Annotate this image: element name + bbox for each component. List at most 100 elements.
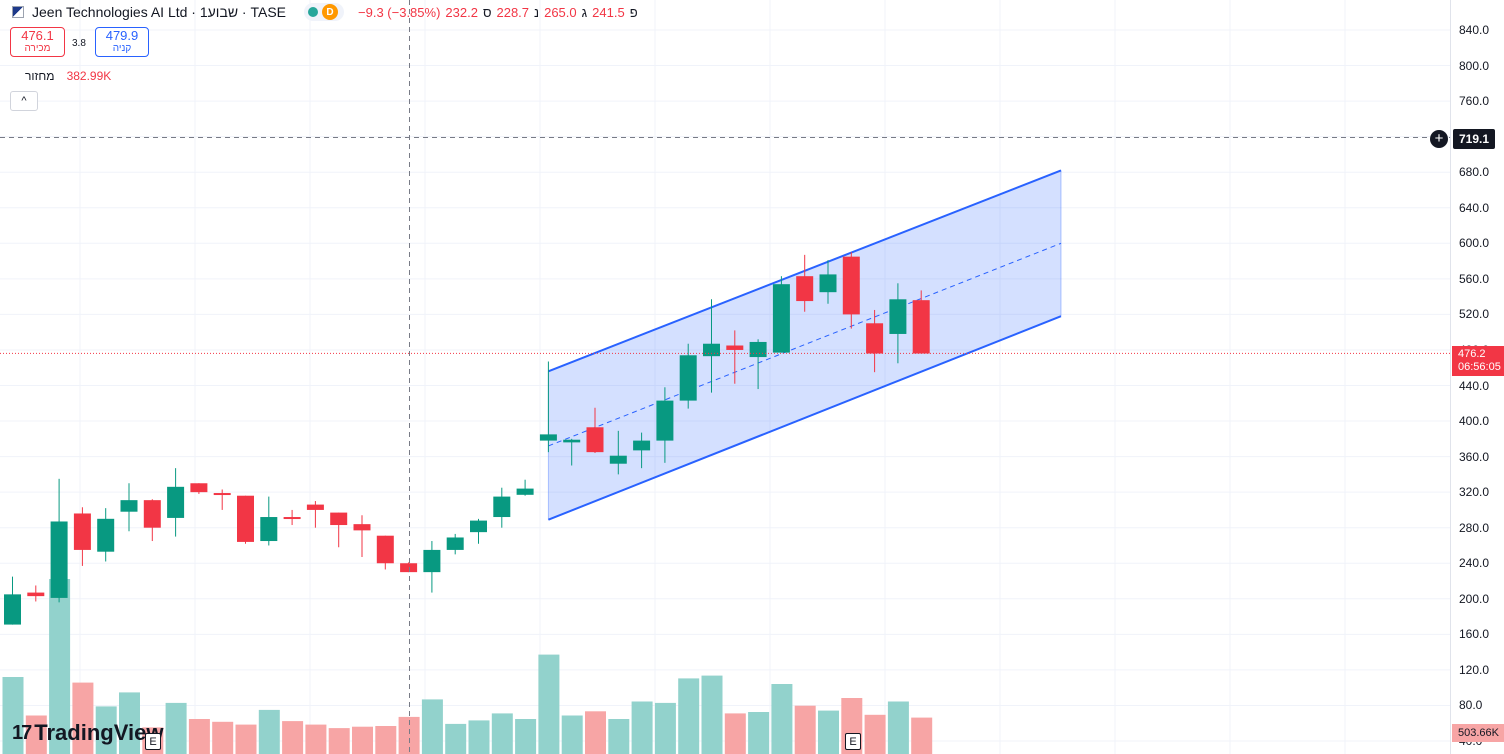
volume-bar [235,724,257,754]
candle-body [609,455,627,464]
earnings-event-badge[interactable]: E [845,733,861,750]
low-key: נ [534,4,540,20]
candle-body [446,537,464,550]
candle-body [703,343,720,357]
buy-label: קניה [112,43,132,54]
candle-body [493,496,511,518]
crosshair-price-tag: 719.1 [1453,129,1495,149]
candle-body [237,495,254,542]
price-axis-tick-label: 760.0 [1459,94,1490,109]
volume-bar [887,701,909,754]
channel-lower-line [548,315,1062,521]
channel-fill [548,170,1061,520]
price-axis-tick-label: 560.0 [1459,271,1490,286]
price-axis-tick-label: 800.0 [1459,58,1490,73]
candle-body [4,594,21,625]
add-alert-plus-icon[interactable]: + [1430,130,1448,148]
candle-body [376,535,394,564]
volume-bar [585,711,606,754]
volume-bar [794,705,816,754]
volume-bar [724,713,746,754]
symbol-legend: Jeen Technologies AI Ltd · 1שבוע · TASE … [12,2,638,22]
high-key: ג [581,4,588,20]
volume-price-tag: 503.66K [1452,724,1504,742]
exchange-flag-icon [12,6,24,18]
volume-bar [818,710,839,754]
price-axis-tick-label: 600.0 [1459,236,1490,251]
tradingview-logo[interactable]: 17 TradingView [12,720,163,746]
open-value: 241.5 [592,4,625,20]
collapse-legend-button[interactable]: ^ [10,91,38,111]
sell-price: 476.1 [21,28,54,43]
volume-bar [95,706,117,754]
candle-body [516,488,534,495]
candle-body [330,512,348,526]
price-axis-tick-label: 80.0 [1459,698,1483,713]
candle-body [563,439,581,443]
candle-body [866,323,884,354]
candle-body [586,427,604,453]
candle-body [167,486,185,518]
candle-body [143,500,161,528]
candle-body [656,400,674,441]
volume-bar [491,713,513,754]
volume-bar [421,699,443,754]
status-pill[interactable]: D [304,3,345,21]
candle-body [842,256,860,315]
price-axis-tick-label: 640.0 [1459,200,1490,215]
candle-body [470,520,487,533]
volume-bar [701,675,723,754]
candle-body [423,549,441,573]
volume-bar [49,579,71,754]
symbol-title[interactable]: Jeen Technologies AI Ltd · 1שבוע · TASE [32,4,287,20]
volume-bar [352,726,373,754]
candle-body [633,440,651,451]
candle-body [283,517,301,520]
volume-bar [515,719,537,754]
candle-body [27,592,45,597]
spread-value: 3.8 [72,38,86,49]
channel-middle-line [548,242,1062,447]
volume-bar [72,682,94,754]
volume-bar [25,715,47,754]
last-price-tag: 476.2 06:56:05 [1452,346,1504,376]
candle-body [213,493,231,496]
candle-body [796,276,814,302]
chevron-up-icon: ^ [21,95,27,107]
volume-bar [468,720,490,754]
open-key: פ [629,4,638,20]
countdown-timer: 06:56:05 [1458,361,1501,373]
candle-body [353,524,371,531]
candle-body [819,274,837,293]
earnings-event-badge[interactable]: E [145,733,161,750]
buy-button[interactable]: 479.9 קניה [95,27,149,57]
volume-bar [445,723,467,754]
volume-bar [608,719,630,754]
candle-body [749,341,767,358]
volume-bar [631,701,653,754]
price-axis-tick-label: 160.0 [1459,627,1490,642]
sell-button[interactable]: 476.1 מכירה [10,27,65,57]
price-axis-tick-label: 200.0 [1459,591,1490,606]
market-status-icon [308,7,319,17]
price-axis-tick-label: 360.0 [1459,449,1490,464]
volume-bar [538,654,560,754]
volume-bar [864,714,886,754]
high-value: 265.0 [544,4,577,20]
volume-bar [375,726,397,754]
candle-body [260,517,278,542]
price-axis-tick-label: 400.0 [1459,414,1490,429]
price-axis-tick-label: 520.0 [1459,307,1490,322]
close-key: ס [482,4,492,20]
candle-body [726,345,744,350]
price-axis-tick-label: 240.0 [1459,556,1490,571]
price-axis-tick-label: 280.0 [1459,520,1490,535]
candle-body [97,518,115,552]
volume-bar [678,678,700,754]
candle-body [73,513,91,550]
volume-bar [748,712,770,754]
volume-legend: מחזור 382.99K [25,69,111,83]
price-axis-tick-label: 840.0 [1459,23,1490,37]
price-axis-tick-label: 320.0 [1459,485,1490,500]
